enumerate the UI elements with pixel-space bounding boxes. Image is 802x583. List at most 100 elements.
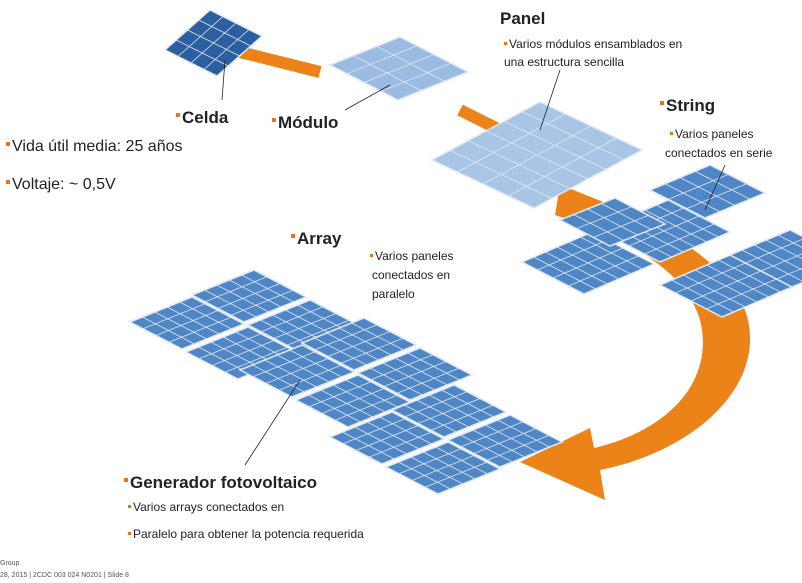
cell-note: Vida útil media: 25 años xyxy=(12,138,182,155)
panel-part xyxy=(327,331,391,357)
bullet xyxy=(128,505,131,508)
bullet xyxy=(504,42,507,45)
panel-part xyxy=(198,333,262,360)
panel-part xyxy=(457,113,566,173)
panel-part xyxy=(430,404,494,431)
panel-part xyxy=(217,283,281,309)
bullet xyxy=(6,142,10,146)
leader-line xyxy=(344,84,391,111)
panel-part xyxy=(340,337,404,364)
panel-part xyxy=(668,173,729,200)
panel-part xyxy=(601,203,652,230)
panel-part xyxy=(568,255,639,287)
array-note: conectados en xyxy=(372,268,450,282)
panel-part xyxy=(486,434,550,461)
string-note: conectados en serie xyxy=(665,146,773,160)
panel-part xyxy=(760,253,802,272)
cell-note: Voltaje: ~ 0,5V xyxy=(12,176,116,193)
panel-part xyxy=(224,346,288,373)
panel-part xyxy=(383,361,447,387)
panel-part xyxy=(745,239,802,264)
panel-part xyxy=(308,381,372,408)
bullet xyxy=(370,254,373,257)
string-label: String xyxy=(666,96,715,115)
panel-part xyxy=(508,137,617,197)
bullet xyxy=(670,132,673,135)
panel-part xyxy=(187,29,240,57)
panel-part xyxy=(396,367,460,394)
module-label: Módulo xyxy=(278,113,338,132)
panel-part xyxy=(260,306,324,333)
panel-part xyxy=(314,324,378,351)
panel-part xyxy=(211,340,275,366)
panel-part xyxy=(593,214,649,238)
panel-part xyxy=(460,421,524,448)
panel-part xyxy=(679,177,736,206)
panel-part xyxy=(370,354,434,381)
panel-part xyxy=(273,313,337,339)
leader-line xyxy=(539,69,561,131)
panel-part xyxy=(473,428,537,454)
generator-label: Generador fotovoltaico xyxy=(130,473,317,492)
bullet xyxy=(660,101,664,105)
string-note: Varios paneles xyxy=(675,127,754,141)
panel-part xyxy=(321,388,385,414)
panel-note: una estructura sencilla xyxy=(504,55,624,69)
panel-part xyxy=(664,183,721,213)
panel-part xyxy=(628,215,700,247)
panel-part xyxy=(155,310,219,336)
panel-label: Panel xyxy=(500,9,545,28)
panel-part xyxy=(368,431,432,458)
panel-part xyxy=(380,62,452,92)
panel-part xyxy=(417,398,481,424)
panel-part xyxy=(363,54,435,83)
generator-note: Varios arrays conectados en xyxy=(133,500,284,514)
panel-part xyxy=(230,289,294,316)
cell-label: Celda xyxy=(182,108,229,127)
bullet xyxy=(6,180,10,184)
panel-part xyxy=(346,45,418,75)
panel-part xyxy=(355,425,419,451)
bullet xyxy=(128,532,131,535)
bullet xyxy=(291,234,295,238)
panel-part xyxy=(265,358,329,384)
footer: Group xyxy=(0,560,20,567)
panel-part xyxy=(576,206,632,230)
panel-part xyxy=(398,448,462,475)
panel-part xyxy=(776,267,802,280)
panel-part xyxy=(644,223,715,255)
panel-part xyxy=(482,125,592,185)
panel-part xyxy=(694,170,751,200)
leader-line xyxy=(244,379,301,466)
panel-part xyxy=(168,316,232,343)
panel-part xyxy=(573,214,624,241)
array-label: Array xyxy=(297,229,342,248)
panel-part xyxy=(411,455,475,481)
panel-part xyxy=(404,391,468,418)
leader-line xyxy=(221,59,226,101)
panel-part xyxy=(537,239,608,271)
leader-line xyxy=(704,164,726,211)
panel-part xyxy=(278,364,342,391)
panel-part xyxy=(142,303,206,330)
panel-part xyxy=(686,183,747,210)
panel-part xyxy=(204,276,268,303)
panel-part xyxy=(706,278,777,310)
panel-part xyxy=(252,351,316,378)
bullet xyxy=(272,118,276,122)
panel-part xyxy=(675,262,746,294)
panel-part xyxy=(690,270,762,302)
footer: 28, 2015 | 2CDC 003 024 N0201 | Slide 8 xyxy=(0,572,129,579)
panel-part xyxy=(198,19,251,47)
panel-part xyxy=(587,208,638,236)
array-note: Varios paneles xyxy=(375,249,454,263)
panel-part xyxy=(424,461,488,488)
panel-part xyxy=(176,39,229,67)
panel-part xyxy=(552,247,624,279)
panel-part xyxy=(286,319,350,346)
panel-part xyxy=(342,418,406,445)
bullet xyxy=(176,113,180,117)
bullet xyxy=(124,478,128,482)
panel-part xyxy=(728,229,802,288)
